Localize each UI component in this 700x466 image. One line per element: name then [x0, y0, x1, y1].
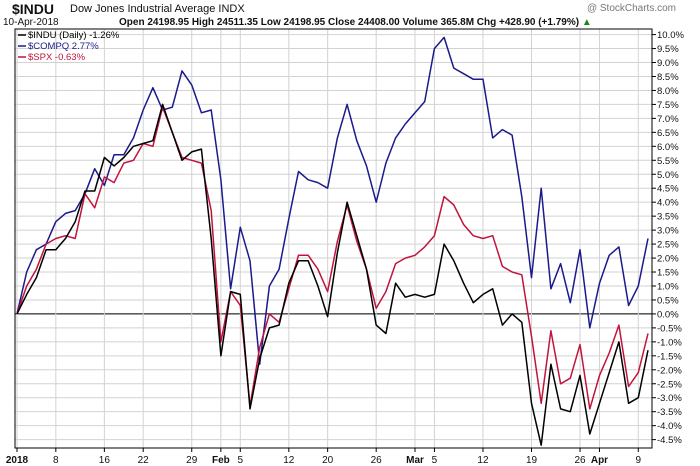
x-tick-label: 29 [186, 455, 198, 466]
y-tick-label: -1.0% [657, 337, 682, 348]
y-tick-label: -1.5% [657, 351, 682, 362]
x-tick-label: 22 [138, 455, 150, 466]
x-tick-label: Mar [406, 455, 424, 466]
y-tick-label: 9.5% [657, 44, 679, 55]
x-tick-label: 9 [636, 455, 642, 466]
y-tick-label: -2.0% [657, 365, 682, 376]
x-tick-label: 19 [526, 455, 538, 466]
series-line-compq [16, 36, 649, 365]
x-tick-label: 20 [322, 455, 334, 466]
y-axis: 10.0% 9.5% 9.0% 8.5% 8.0% 7.5% 7.0% 6.5% 6.0% 5.5… [652, 30, 684, 446]
series-line-spx [16, 106, 649, 410]
y-tick-label: 7.5% [657, 100, 679, 111]
x-tick-label: Feb [212, 455, 230, 466]
x-tick-label: 8 [53, 455, 59, 466]
ticker-symbol: $INDU [12, 1, 55, 17]
y-tick-label: -3.0% [657, 393, 682, 404]
series-line-indu [16, 103, 649, 446]
y-tick-label: 5.5% [657, 156, 679, 167]
x-tick-label: 26 [574, 455, 586, 466]
y-tick-label: 4.5% [657, 184, 679, 195]
x-tick-label: 5 [237, 455, 243, 466]
y-tick-label: 4.0% [657, 198, 679, 209]
quote-date: 10-Apr-2018 [3, 17, 59, 28]
x-tick-label: 16 [99, 455, 111, 466]
stockcharts-watermark: @ StockCharts.com [586, 3, 676, 14]
y-tick-label: 8.0% [657, 86, 679, 97]
company-name: Dow Jones Industrial Average [70, 3, 216, 15]
y-tick-label: 3.5% [657, 212, 679, 223]
x-tick-label: 2018 [6, 455, 29, 466]
y-tick-label: 0.5% [657, 295, 679, 306]
y-tick-label: -2.5% [657, 379, 682, 390]
exchange-label: INDX [218, 3, 245, 15]
y-tick-label: -4.0% [657, 421, 682, 432]
up-arrow-icon: ▲ [581, 17, 592, 28]
y-tick-label: -0.5% [657, 323, 682, 334]
legend-entry: $COMPQ 2.77% [28, 41, 99, 52]
y-tick-label: 6.5% [657, 128, 679, 139]
legend: $INDU (Daily) -1.26%$COMPQ 2.77%$SPX -0.… [18, 30, 120, 63]
grid-layer [15, 29, 652, 448]
series-lines [16, 36, 649, 446]
x-tick-label: 5 [432, 455, 438, 466]
y-tick-label: -3.5% [657, 407, 682, 418]
x-tick-label: 12 [477, 455, 489, 466]
company-title: Dow Jones Industrial Average INDX [70, 3, 245, 15]
x-tick-label: 12 [283, 455, 295, 466]
y-tick-label: -4.5% [657, 435, 682, 446]
y-tick-label: 3.0% [657, 226, 679, 237]
legend-entry: $SPX -0.63% [28, 52, 86, 63]
y-tick-label: 2.0% [657, 254, 679, 265]
y-tick-label: 1.5% [657, 268, 679, 279]
quote-values: Open 24198.95 High 24511.35 Low 24198.95… [119, 17, 580, 28]
x-tick-label: 26 [371, 455, 383, 466]
y-tick-label: 0.0% [657, 309, 679, 320]
y-tick-label: 2.5% [657, 240, 679, 251]
quote-summary: Open 24198.95 High 24511.35 Low 24198.95… [119, 17, 592, 28]
x-tick-label: Apr [591, 455, 608, 466]
x-axis: 2018 8 16 22 29 Feb 5 12 20 26 Mar 5 12 19 26 Apr 9 [6, 448, 642, 466]
y-tick-label: 7.0% [657, 114, 679, 125]
y-tick-label: 6.0% [657, 142, 679, 153]
y-tick-label: 5.0% [657, 170, 679, 181]
legend-entry: $INDU (Daily) -1.26% [28, 30, 120, 41]
y-tick-label: 10.0% [657, 30, 684, 41]
y-tick-label: 9.0% [657, 58, 679, 69]
y-tick-label: 1.0% [657, 281, 679, 292]
y-tick-label: 8.5% [657, 72, 679, 83]
plot-area-border [14, 28, 653, 449]
